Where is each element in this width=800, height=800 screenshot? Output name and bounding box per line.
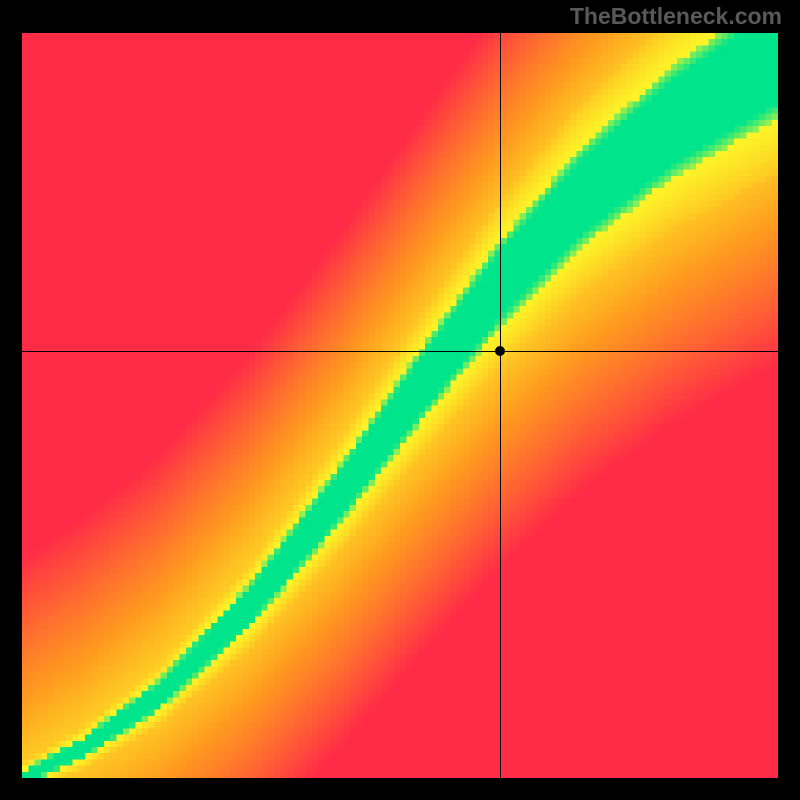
chart-container: TheBottleneck.com [0, 0, 800, 800]
crosshair-marker-dot [495, 346, 505, 356]
crosshair-horizontal-line [22, 351, 778, 352]
crosshair-vertical-line [500, 33, 501, 778]
bottleneck-heatmap [22, 33, 778, 778]
watermark-text: TheBottleneck.com [570, 3, 782, 30]
